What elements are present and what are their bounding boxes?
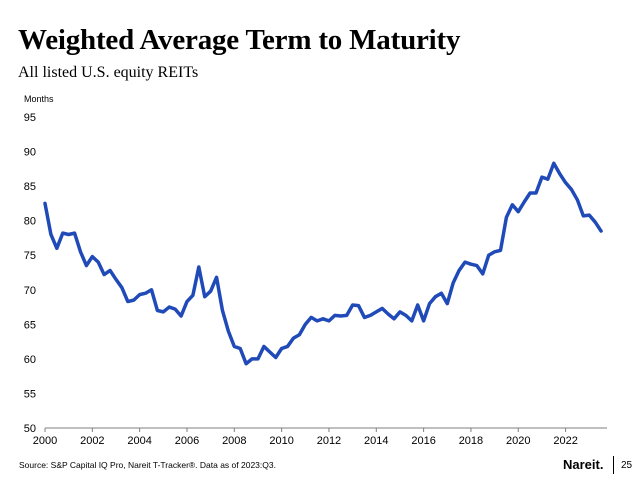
- chart-title: Weighted Average Term to Maturity: [18, 24, 461, 56]
- chart-subtitle: All listed U.S. equity REITs: [18, 64, 199, 81]
- x-tick-label: 2004: [127, 435, 151, 447]
- x-tick-label: 2002: [80, 435, 104, 447]
- x-tick-label: 2010: [269, 435, 293, 447]
- x-tick-label: 2016: [411, 435, 435, 447]
- series-line: [43, 161, 603, 366]
- x-tick-label: 2012: [317, 435, 341, 447]
- source-note: Source: S&P Capital IQ Pro, Nareit T-Tra…: [19, 460, 276, 470]
- y-tick-label: 85: [24, 181, 36, 193]
- y-tick-label: 55: [24, 388, 36, 400]
- y-tick-label: 90: [24, 147, 36, 159]
- y-tick-label: 95: [24, 112, 36, 124]
- x-tick-label: 2008: [222, 435, 246, 447]
- x-tick-label: 2006: [175, 435, 199, 447]
- y-tick-label: 65: [24, 319, 36, 331]
- x-tick-label: 2022: [553, 435, 577, 447]
- y-axis-label: Months: [24, 94, 54, 104]
- y-tick-label: 75: [24, 250, 36, 262]
- x-tick-label: 2014: [364, 435, 388, 447]
- y-tick-label: 60: [24, 354, 36, 366]
- nareit-logo: Nareit.: [563, 457, 604, 472]
- x-tick-label: 2020: [506, 435, 530, 447]
- footer-divider: [613, 456, 614, 474]
- x-tick-label: 2018: [459, 435, 483, 447]
- y-tick-label: 50: [24, 423, 36, 435]
- page-number: 25: [621, 460, 633, 471]
- y-tick-label: 80: [24, 216, 36, 228]
- x-tick-label: 2000: [33, 435, 57, 447]
- y-tick-label: 70: [24, 285, 36, 297]
